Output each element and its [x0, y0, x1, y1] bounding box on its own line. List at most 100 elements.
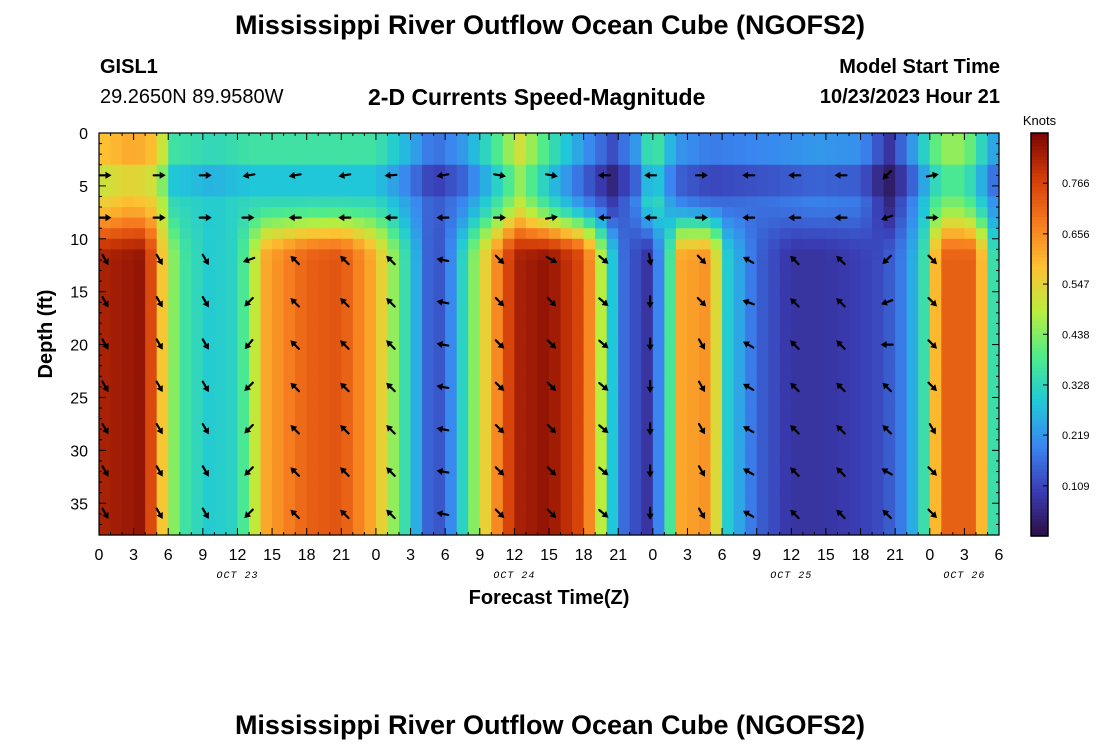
heat-cell [525, 323, 539, 335]
heat-cell [549, 323, 562, 335]
arrow-head [790, 255, 797, 263]
heat-cell [756, 482, 769, 494]
heat-cell [722, 492, 735, 504]
heat-cell [629, 207, 642, 219]
heat-cell [802, 397, 815, 409]
heat-cell [225, 196, 239, 208]
heat-cell [514, 154, 527, 166]
heat-cell [202, 217, 215, 229]
heat-cell [641, 143, 654, 155]
heat-cell [329, 334, 342, 346]
colorbar-segment [1031, 388, 1048, 393]
heat-cell [722, 439, 735, 451]
heat-cell [422, 482, 435, 494]
heat-cell [468, 513, 481, 526]
heat-cell [768, 365, 781, 377]
heat-cell [156, 185, 169, 198]
heat-cell [791, 429, 804, 441]
heat-cell [479, 492, 492, 504]
heat-cell [433, 302, 446, 314]
current-arrow [436, 256, 450, 264]
heat-cell [618, 492, 631, 504]
heat-cell [618, 471, 631, 483]
heat-cell [860, 439, 873, 451]
heat-cell [468, 164, 481, 176]
heat-cell [779, 450, 792, 462]
heat-cell [629, 133, 642, 145]
heat-cell [941, 334, 954, 346]
heat-cell [687, 133, 700, 145]
heat-cell [283, 259, 296, 272]
heat-cell [214, 291, 227, 303]
heat-cell [260, 133, 273, 145]
heat-cell [202, 270, 215, 282]
current-arrow [436, 425, 450, 433]
heat-cell [399, 482, 412, 494]
heat-cell [860, 154, 873, 166]
heat-cell [225, 376, 239, 388]
heat-cell [375, 355, 389, 367]
heat-cell [260, 365, 273, 377]
heat-cell [514, 228, 527, 240]
heat-cell [410, 386, 423, 399]
heat-cell [549, 185, 562, 198]
heat-cell [745, 408, 758, 420]
heat-cell [202, 450, 215, 462]
colorbar-segment [1031, 495, 1048, 500]
heat-cell [537, 429, 550, 441]
heat-cell [295, 429, 308, 441]
current-arrow [290, 509, 300, 520]
heat-cell [652, 524, 665, 536]
heat-cell [572, 154, 585, 166]
current-arrow [697, 507, 706, 519]
heat-cell [237, 503, 250, 515]
heat-cell [745, 291, 758, 303]
heat-cell [410, 408, 423, 420]
arrow-head [930, 384, 937, 392]
heat-cell [849, 154, 862, 166]
arrow-head [202, 258, 209, 266]
heat-cell [399, 249, 412, 261]
heat-cell [502, 312, 515, 325]
heat-cell [895, 503, 908, 515]
heat-cell [595, 196, 608, 208]
heat-cell [964, 133, 977, 145]
heat-cell [791, 302, 804, 314]
heat-cell [952, 439, 965, 451]
heat-cell [491, 228, 504, 240]
heat-cell [987, 344, 1000, 356]
heat-cell [837, 185, 850, 198]
heat-cell [283, 312, 296, 325]
heat-cell [883, 503, 896, 515]
heat-cell [110, 291, 123, 303]
heat-cell [629, 460, 642, 473]
heat-cell [779, 397, 792, 409]
heat-cell [156, 429, 169, 441]
heat-cell [756, 365, 769, 377]
heat-cell [641, 376, 654, 388]
heat-cell [133, 471, 146, 483]
heat-cell [733, 344, 746, 356]
heat-cell [825, 450, 839, 462]
current-arrow [546, 508, 557, 519]
arrow-head [836, 467, 843, 475]
heat-cell [341, 217, 354, 229]
colorbar-segment [1031, 233, 1048, 238]
heat-cell [156, 207, 169, 219]
heat-cell [652, 207, 665, 219]
heat-cell [860, 302, 873, 314]
heat-cell [572, 302, 585, 314]
heat-cell [272, 323, 285, 335]
heat-cell [479, 207, 492, 219]
heat-cell [225, 164, 239, 176]
heat-cell [929, 460, 942, 473]
heat-cell [283, 429, 296, 441]
colorbar-segment [1031, 149, 1048, 154]
heat-cell [375, 143, 389, 155]
heat-cell [410, 175, 423, 187]
heat-cell [272, 460, 285, 473]
heat-cell [341, 164, 354, 176]
heat-cell [549, 386, 562, 399]
heat-cell [329, 185, 342, 198]
heat-cell [249, 450, 262, 462]
